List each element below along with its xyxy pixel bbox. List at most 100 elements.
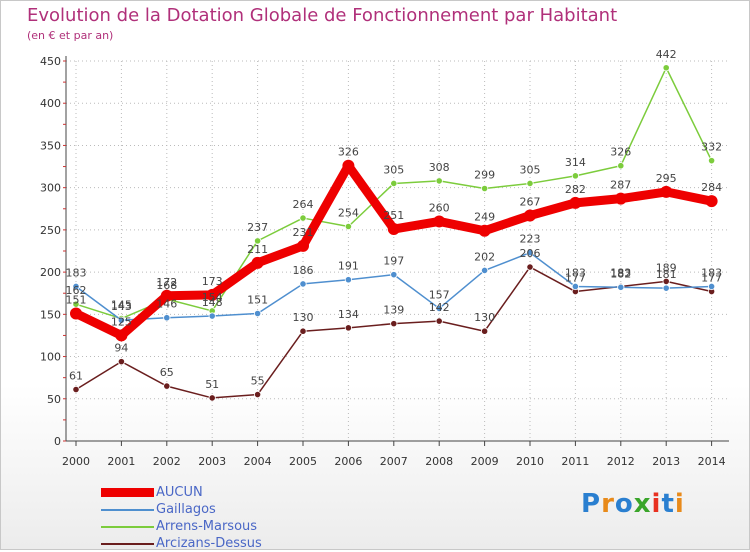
data-point-gaillagos-2011 xyxy=(571,282,580,291)
logo-letter: r xyxy=(601,489,615,519)
data-point-gaillagos-2012 xyxy=(617,283,625,291)
chart-title: Evolution de la Dotation Globale de Fonc… xyxy=(27,5,618,26)
x-tick-label-2012: 2012 xyxy=(607,455,635,468)
data-point-aucun-2012 xyxy=(614,192,627,205)
y-tick-label-250: 250 xyxy=(40,224,61,237)
data-point-arrens-marsous-2013 xyxy=(662,64,670,72)
data-label-arcizans-dessus-2003: 51 xyxy=(205,378,219,391)
data-label-gaillagos-2013: 181 xyxy=(656,268,677,281)
data-label-arcizans-dessus-2010: 206 xyxy=(520,247,541,260)
data-label-aucun-2014: 284 xyxy=(701,181,722,194)
data-label-arrens-marsous-2011: 314 xyxy=(565,156,586,169)
data-label-arcizans-dessus-2006: 134 xyxy=(338,308,359,321)
data-label-aucun-2009: 249 xyxy=(474,211,495,224)
x-tick-label-2006: 2006 xyxy=(334,455,362,468)
data-label-aucun-2000: 151 xyxy=(66,293,87,306)
data-point-gaillagos-2008 xyxy=(435,304,443,313)
data-label-aucun-2007: 251 xyxy=(383,209,404,222)
data-point-gaillagos-2004 xyxy=(254,309,262,318)
data-label-arcizans-dessus-2014: 177 xyxy=(701,272,722,285)
data-label-arcizans-dessus-2005: 130 xyxy=(293,311,314,324)
legend-label-aucun: AUCUN xyxy=(156,485,203,500)
data-point-aucun-2008 xyxy=(433,215,446,228)
legend-swatch-arrens-marsous xyxy=(101,526,154,528)
proxiti-logo: Proxiti xyxy=(581,489,685,519)
data-label-gaillagos-2009: 202 xyxy=(474,250,495,263)
legend-item-aucun: AUCUN xyxy=(101,484,321,501)
data-point-arrens-marsous-2005 xyxy=(299,214,307,222)
data-label-arrens-marsous-2000: 162 xyxy=(66,284,87,297)
data-point-gaillagos-2010 xyxy=(526,249,534,257)
data-point-arcizans-dessus-2008 xyxy=(435,317,443,325)
data-label-arrens-marsous-2013: 442 xyxy=(656,48,677,61)
data-point-aucun-2003 xyxy=(206,288,219,301)
data-point-arrens-marsous-2010 xyxy=(526,179,534,188)
data-label-arcizans-dessus-2007: 139 xyxy=(383,304,404,317)
data-label-gaillagos-2014: 183 xyxy=(701,266,722,279)
data-point-arcizans-dessus-2000 xyxy=(72,385,80,394)
data-label-aucun-2012: 287 xyxy=(610,179,631,192)
data-point-aucun-2006 xyxy=(342,159,355,172)
data-label-arcizans-dessus-2009: 130 xyxy=(474,311,495,324)
data-label-gaillagos-2012: 182 xyxy=(610,267,631,280)
data-label-arcizans-dessus-2013: 189 xyxy=(656,261,677,274)
data-point-arrens-marsous-2011 xyxy=(571,172,580,180)
data-point-arcizans-dessus-2005 xyxy=(299,327,307,335)
data-point-gaillagos-2000 xyxy=(72,282,80,291)
x-tick-label-2014: 2014 xyxy=(698,455,726,468)
data-label-aucun-2006: 326 xyxy=(338,146,359,159)
x-tick-label-2000: 2000 xyxy=(62,455,90,468)
data-label-arcizans-dessus-2000: 61 xyxy=(69,369,83,382)
legend-item-arcizans-dessus: Arcizans-Dessus xyxy=(101,535,321,552)
data-label-arcizans-dessus-2001: 94 xyxy=(114,342,128,355)
data-label-gaillagos-2007: 197 xyxy=(383,255,404,268)
data-label-arrens-marsous-2009: 299 xyxy=(474,169,495,182)
legend-swatch-gaillagos xyxy=(101,509,154,511)
data-point-aucun-2004 xyxy=(251,256,264,269)
data-point-arcizans-dessus-2007 xyxy=(390,320,398,328)
x-tick-label-2010: 2010 xyxy=(516,455,544,468)
data-label-arrens-marsous-2002: 168 xyxy=(156,279,177,292)
data-point-arrens-marsous-2012 xyxy=(617,162,625,170)
data-point-gaillagos-2013 xyxy=(662,284,670,292)
logo-letter: i xyxy=(674,489,685,519)
data-label-arrens-marsous-2007: 305 xyxy=(383,163,404,176)
data-label-arrens-marsous-2001: 145 xyxy=(111,299,132,312)
data-label-aucun-2013: 295 xyxy=(656,172,677,185)
x-tick-label-2009: 2009 xyxy=(471,455,499,468)
logo-letter: t xyxy=(661,489,675,519)
data-label-gaillagos-2003: 148 xyxy=(202,296,223,309)
data-point-aucun-2013 xyxy=(660,185,673,198)
x-tick-label-2001: 2001 xyxy=(107,455,135,468)
data-label-arcizans-dessus-2011: 177 xyxy=(565,272,586,285)
data-point-gaillagos-2014 xyxy=(707,282,716,291)
y-tick-label-150: 150 xyxy=(40,308,61,321)
data-point-arcizans-dessus-2006 xyxy=(344,324,352,332)
data-point-aucun-2007 xyxy=(387,223,400,236)
legend-swatch-arcizans-dessus xyxy=(101,543,154,545)
data-point-gaillagos-2009 xyxy=(480,266,489,275)
data-point-aucun-2001 xyxy=(115,329,128,342)
data-point-gaillagos-2007 xyxy=(390,271,398,279)
data-point-gaillagos-2006 xyxy=(344,276,352,284)
data-label-gaillagos-2004: 151 xyxy=(247,293,268,306)
data-label-gaillagos-2005: 186 xyxy=(293,264,314,277)
data-label-aucun-2002: 172 xyxy=(156,276,177,289)
data-label-aucun-2004: 211 xyxy=(247,243,268,256)
legend-item-arrens-marsous: Arrens-Marsous xyxy=(101,518,321,535)
y-tick-label-50: 50 xyxy=(47,393,61,406)
y-tick-label-400: 400 xyxy=(40,97,61,110)
logo-letter: P xyxy=(581,489,602,519)
legend-label-arrens-marsous: Arrens-Marsous xyxy=(156,519,258,534)
data-point-arrens-marsous-2006 xyxy=(344,222,352,231)
x-tick-label-2003: 2003 xyxy=(198,455,226,468)
line-chart: 0 50 100 150 200 250 300 350 400 450 2000 2001 2002 2… xyxy=(40,48,729,468)
data-label-gaillagos-2006: 191 xyxy=(338,260,359,273)
data-point-gaillagos-2002 xyxy=(163,314,171,322)
legend-swatch-aucun xyxy=(101,488,154,497)
data-point-gaillagos-2001 xyxy=(117,316,126,324)
y-tick-label-450: 450 xyxy=(40,55,61,68)
data-label-arrens-marsous-2012: 326 xyxy=(610,146,631,159)
x-tick-label-2008: 2008 xyxy=(425,455,453,468)
logo-letter: i xyxy=(651,489,662,519)
